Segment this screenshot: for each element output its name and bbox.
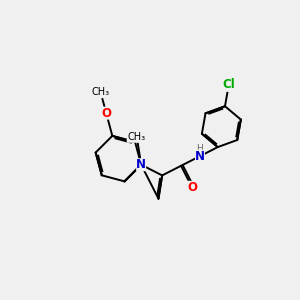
Text: H: H bbox=[196, 144, 203, 153]
Text: CH₃: CH₃ bbox=[92, 87, 110, 97]
Text: O: O bbox=[101, 106, 111, 120]
Text: N: N bbox=[136, 158, 146, 171]
Text: O: O bbox=[187, 181, 197, 194]
Text: Cl: Cl bbox=[223, 78, 235, 91]
Text: CH₃: CH₃ bbox=[128, 132, 146, 142]
Text: N: N bbox=[195, 150, 205, 163]
